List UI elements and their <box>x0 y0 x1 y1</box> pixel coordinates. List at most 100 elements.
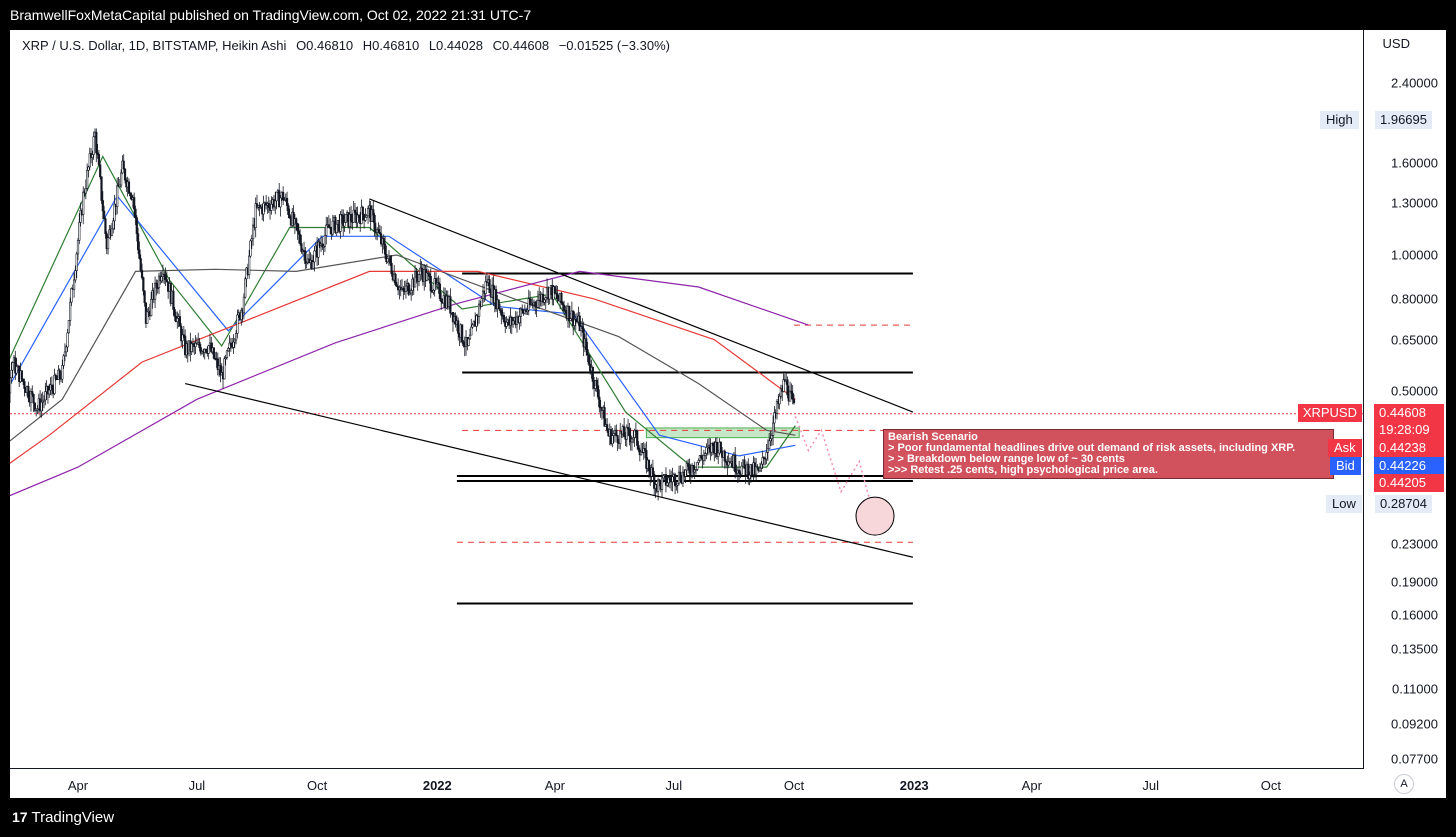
candle-body <box>694 468 698 471</box>
footer-brand: TradingView <box>31 809 115 826</box>
candle-body <box>679 471 682 481</box>
candle-body <box>356 214 359 224</box>
candle-body <box>72 279 76 290</box>
candle-body <box>244 278 247 298</box>
candle-body <box>628 428 631 437</box>
candle-body <box>74 270 77 281</box>
candle-body <box>357 214 361 219</box>
candle-body <box>705 446 708 454</box>
candle-body <box>70 288 73 303</box>
candle-body <box>407 283 410 295</box>
candle-body <box>32 393 35 404</box>
chart-frame[interactable]: XRP / U.S. Dollar, 1D, BITSTAMP, Heikin … <box>10 30 1446 798</box>
price-axis[interactable]: USD 2.40000 1.60000 1.30000 1.00000 0.80000 0… <box>1363 30 1446 768</box>
candle-body <box>428 273 431 277</box>
candle-body <box>138 249 141 259</box>
candle-body <box>82 191 85 215</box>
candle-body <box>775 401 779 414</box>
candle-body <box>342 214 345 227</box>
candle-body <box>723 450 726 462</box>
candle-body <box>771 422 775 436</box>
candle-body <box>603 407 606 427</box>
candle-body <box>118 184 121 188</box>
candle-body <box>645 450 648 469</box>
bid-price-tag: 0.44226 <box>1374 457 1444 475</box>
legend-high: H0.46810 <box>362 38 420 53</box>
candle-body <box>232 341 235 348</box>
moving-average-line <box>10 270 809 497</box>
candle-body <box>518 316 521 323</box>
candle-body <box>640 451 643 456</box>
candle-body <box>574 318 577 321</box>
candle-body <box>637 445 640 451</box>
candle-body <box>29 391 33 403</box>
candle-body <box>560 292 563 304</box>
candle-body <box>596 385 600 398</box>
candle-body <box>606 424 609 431</box>
candle-body <box>674 474 677 487</box>
candle-body <box>719 441 722 453</box>
candle-body <box>543 299 546 303</box>
candle-body <box>335 223 338 233</box>
candle-body <box>429 276 432 292</box>
candle-body <box>365 215 368 218</box>
candle-body <box>275 191 278 202</box>
candle-body <box>534 301 537 306</box>
candle-body <box>727 461 730 466</box>
channel-trendline <box>184 383 914 558</box>
candle-body <box>394 273 397 286</box>
legend-low: L0.44028 <box>428 38 484 53</box>
auto-scale-button[interactable]: A <box>1394 774 1414 794</box>
time-axis[interactable]: Apr Jul Oct 2022 Apr Jul Oct 2023 Apr Jul Oct <box>10 768 1364 798</box>
candle-body <box>440 298 443 302</box>
candle-body <box>11 362 14 371</box>
candle-body <box>97 154 101 166</box>
candle-body <box>323 235 327 247</box>
candle-body <box>449 296 452 314</box>
candle-body <box>229 342 232 346</box>
candle-body <box>542 293 545 303</box>
chart-canvas[interactable] <box>10 30 1364 768</box>
price-tick-label: 0.09200 <box>1391 716 1438 732</box>
candle-body <box>700 455 703 459</box>
candle-body <box>498 308 502 311</box>
candle-body <box>748 474 751 479</box>
candle-body <box>190 343 193 352</box>
candle-body <box>497 299 500 310</box>
candle-body <box>274 200 277 208</box>
candle-body <box>50 384 53 389</box>
candle-body <box>165 279 168 283</box>
price-tick-label: 0.11000 <box>1391 681 1438 697</box>
candle-body <box>548 287 551 300</box>
candle-body <box>137 233 140 251</box>
candle-body <box>76 239 80 255</box>
candle-body <box>582 328 585 348</box>
candle-body <box>135 217 138 234</box>
candle-body <box>140 269 144 278</box>
bearish-scenario-note[interactable]: Bearish Scenario > Poor fundamental head… <box>883 429 1334 479</box>
candle-body <box>182 334 185 337</box>
moving-average-line <box>10 194 796 457</box>
candle-body <box>581 326 584 330</box>
candle-body <box>288 214 291 218</box>
candle-body <box>234 332 238 341</box>
candle-body <box>155 282 158 288</box>
candle-body <box>258 204 261 208</box>
candle-body <box>63 351 67 357</box>
candle-body <box>467 338 470 346</box>
time-tick-label: Jul <box>188 778 206 793</box>
candle-body <box>100 176 103 201</box>
candle-body <box>296 223 299 232</box>
candle-body <box>10 369 13 379</box>
candle-body <box>212 347 215 359</box>
candle-body <box>225 350 229 358</box>
candle-body <box>42 399 46 402</box>
low-price-tag: 0.28704 <box>1375 495 1432 513</box>
candle-body <box>349 214 353 222</box>
candle-body <box>786 379 789 396</box>
candle-body <box>236 314 239 334</box>
candle-body <box>475 315 478 327</box>
candle-body <box>176 317 179 323</box>
candle-body <box>595 380 598 386</box>
candle-body <box>561 302 564 306</box>
